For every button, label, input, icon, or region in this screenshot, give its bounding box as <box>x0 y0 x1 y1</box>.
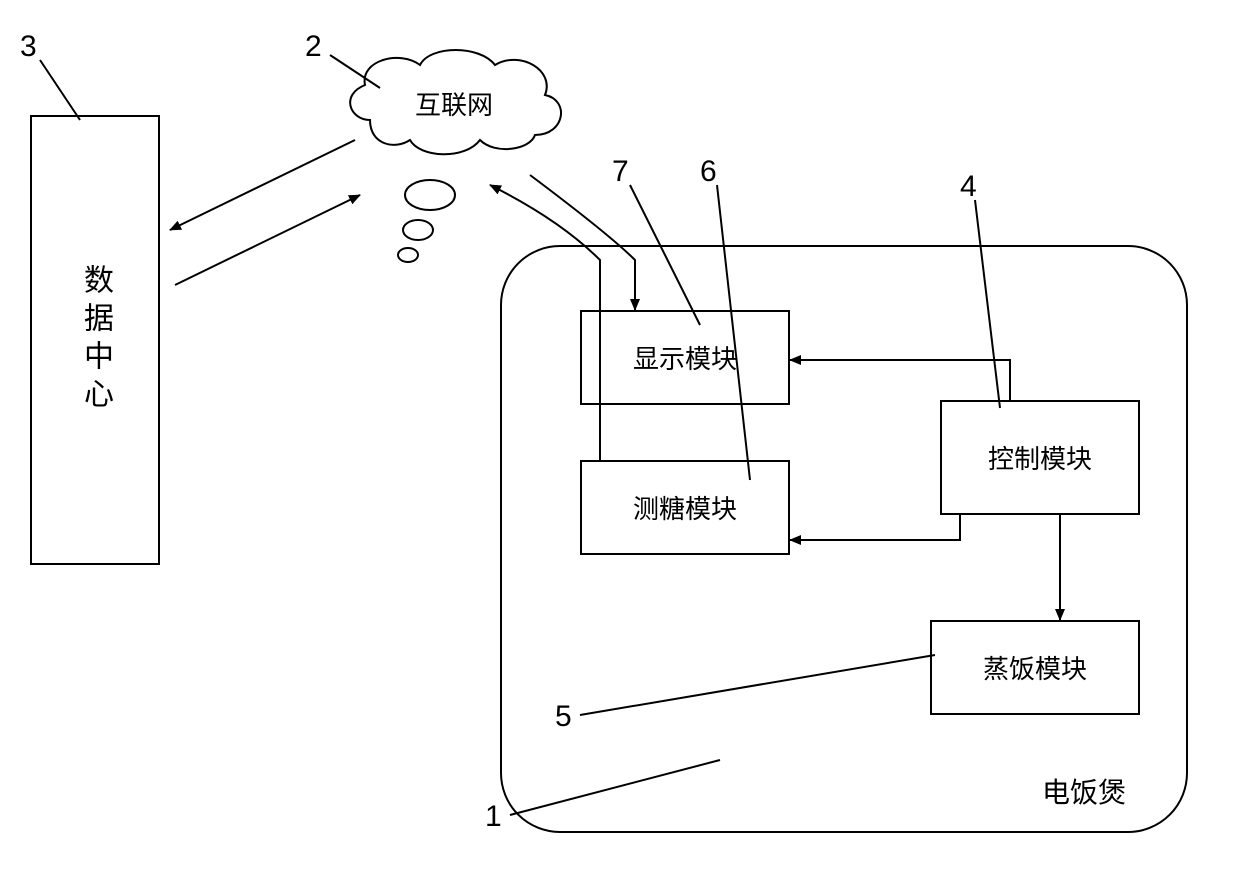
edge-cloud-to-datacenter <box>170 140 355 230</box>
label-7: 7 <box>612 155 629 189</box>
rice-cooker-label: 电饭煲 <box>1042 771 1126 811</box>
internet-cloud-icon <box>350 50 561 262</box>
steam-module-node: 蒸饭模块 <box>930 620 1140 715</box>
label-1: 1 <box>485 800 502 834</box>
internet-label: 互联网 <box>415 85 493 122</box>
sugar-module-node: 测糖模块 <box>580 460 790 555</box>
control-module-label: 控制模块 <box>988 439 1092 476</box>
steam-module-label: 蒸饭模块 <box>983 649 1087 686</box>
leader-2 <box>330 55 380 88</box>
label-5: 5 <box>555 700 572 734</box>
data-center-label: 数据中心 <box>73 264 117 416</box>
leader-3 <box>40 60 80 120</box>
label-3: 3 <box>20 30 37 64</box>
label-6: 6 <box>700 155 717 189</box>
control-module-node: 控制模块 <box>940 400 1140 515</box>
display-module-label: 显示模块 <box>633 339 737 376</box>
display-module-node: 显示模块 <box>580 310 790 405</box>
label-4: 4 <box>960 170 977 204</box>
data-center-node: 数据中心 <box>30 115 160 565</box>
label-2: 2 <box>305 30 322 64</box>
sugar-module-label: 测糖模块 <box>633 489 737 526</box>
edge-datacenter-to-cloud <box>175 195 360 285</box>
